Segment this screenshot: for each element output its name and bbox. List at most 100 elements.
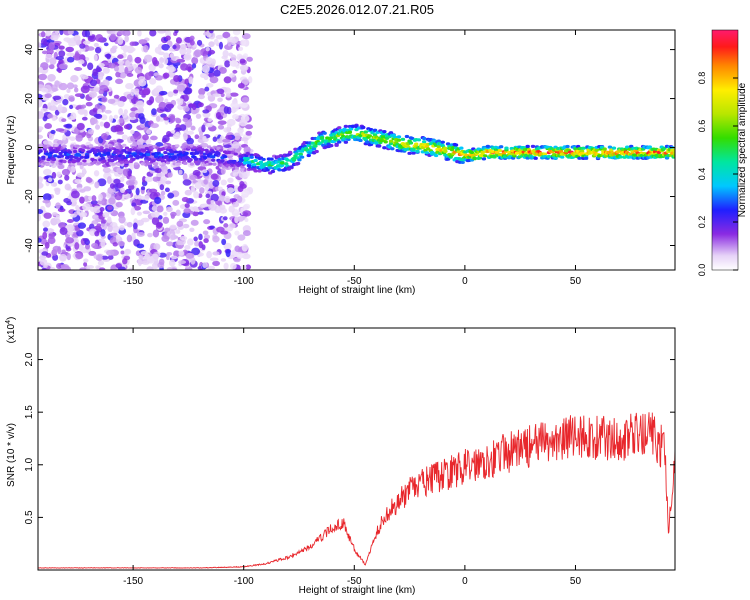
spectrogram-cell: [237, 127, 244, 134]
spectrogram-cell: [165, 180, 172, 185]
spectrogram-cell: [664, 156, 670, 160]
spectrogram-cell: [181, 197, 189, 203]
spectrogram-cell: [329, 143, 334, 148]
spectrogram-cell: [240, 167, 245, 171]
spectrogram-cell: [124, 248, 132, 255]
spectrogram-cell: [194, 241, 200, 247]
spectrogram-cell: [110, 155, 115, 159]
spectrogram-cell: [43, 212, 52, 219]
spectrogram-cell: [228, 147, 233, 151]
spectrogram-cell: [157, 30, 166, 34]
spectrogram-cell: [38, 143, 43, 148]
spectrogram-cell: [147, 157, 152, 161]
spectrogram-cell: [162, 216, 170, 224]
spectrogram-cell: [45, 53, 53, 59]
spectrogram-cell: [67, 160, 73, 164]
spectrogram-cell: [74, 51, 80, 59]
spectrogram-cell: [203, 219, 211, 225]
spectrogram-cell: [51, 84, 58, 92]
spectrogram-cell: [176, 162, 181, 166]
spectrogram-cell: [136, 243, 145, 249]
spectrogram-cell: [61, 118, 67, 122]
spectrogram-cell: [220, 92, 225, 98]
spectrogram-cell: [583, 156, 589, 160]
spectrogram-cells: [38, 30, 675, 270]
spectrogram-cell: [115, 145, 120, 149]
spectrogram-cell: [115, 182, 125, 189]
spectrogram-cell: [176, 58, 186, 63]
spectrogram-cell: [38, 237, 42, 243]
spectrogram-cell: [182, 223, 190, 229]
spectrogram-cell: [48, 133, 54, 141]
spectrogram-cell: [59, 30, 64, 36]
spectrogram-cell: [311, 147, 317, 151]
spectrogram-cell: [167, 172, 173, 178]
spectrogram-cell: [196, 39, 203, 46]
spectrogram-cell: [189, 39, 195, 46]
spectrogram-cell: [279, 163, 285, 168]
spectrogram-cell: [185, 252, 195, 259]
spectrogram-cell: [43, 168, 52, 176]
spectrogram-cell: [151, 159, 156, 163]
spectrogram-cell: [119, 95, 127, 103]
spectrogram-cell: [225, 93, 232, 98]
spectrogram-cell: [213, 38, 219, 45]
spectrogram-cell: [75, 144, 81, 148]
spectrogram-cell: [48, 42, 55, 50]
snr-scale-base: (x10: [6, 323, 17, 343]
spectrogram-y-tick-label: -20: [24, 189, 35, 204]
spectrogram-cell: [226, 184, 235, 189]
colorbar-label: Normalized spectral amplitude: [737, 82, 748, 217]
spectrogram-cell: [87, 35, 96, 42]
spectrogram-cell: [173, 89, 179, 94]
spectrogram-cell: [212, 235, 220, 243]
spectrogram-cell: [70, 75, 79, 83]
spectrogram-cell: [223, 106, 229, 114]
spectrogram-cell: [153, 162, 159, 166]
spectrogram-cell: [210, 193, 219, 202]
spectrogram-cell: [158, 252, 167, 258]
spectrogram-cell: [117, 30, 126, 36]
snr-series: [38, 412, 675, 569]
spectrogram-cell: [123, 124, 130, 130]
spectrogram-cell: [87, 62, 94, 71]
spectrogram-y-label: Frequency (Hz): [6, 116, 17, 185]
spectrogram-cell: [166, 267, 173, 270]
spectrogram-cell: [123, 109, 128, 115]
spectrogram-cell: [208, 203, 217, 211]
spectrogram-cell: [647, 145, 652, 149]
spectrogram-cell: [80, 85, 90, 94]
snr-x-ticks: -150 -100 -50 0 50: [123, 328, 581, 587]
colorbar-tick-label: 0.6: [697, 120, 707, 133]
spectrogram-cell: [83, 195, 89, 202]
spectrogram-cell: [142, 210, 151, 215]
spectrogram-cell: [74, 67, 83, 72]
spectrogram-cell: [83, 262, 88, 267]
spectrogram-cell: [100, 229, 106, 237]
spectrogram-cell: [155, 95, 164, 104]
snr-x-label: Height of straight line (km): [299, 585, 416, 596]
spectrogram-cell: [84, 155, 90, 159]
spectrogram-cell: [245, 157, 250, 161]
spectrogram-cell: [237, 216, 244, 222]
spectrogram-cell: [233, 132, 241, 141]
spectrogram-cell: [95, 146, 100, 150]
spectrogram-cell: [222, 155, 228, 159]
spectrogram-cell: [242, 230, 251, 237]
spectrogram-cell: [97, 178, 107, 187]
spectrogram-cell: [221, 55, 228, 60]
spectrogram-cell: [74, 178, 82, 184]
spectrogram-cell: [212, 162, 217, 166]
spectrogram-cell: [469, 150, 475, 155]
spectrogram-cell: [117, 37, 124, 45]
spectrogram-cell: [98, 63, 105, 68]
spectrogram-cell: [38, 213, 41, 222]
spectrogram-cell: [167, 91, 174, 98]
spectrogram-cell: [56, 262, 63, 270]
spectrogram-cell: [607, 145, 613, 149]
spectrogram-cell: [485, 144, 491, 148]
spectrogram-cell: [322, 131, 327, 135]
spectrogram-cell: [188, 103, 194, 108]
spectrogram-cell: [88, 144, 94, 148]
spectrogram-cell: [52, 245, 61, 252]
